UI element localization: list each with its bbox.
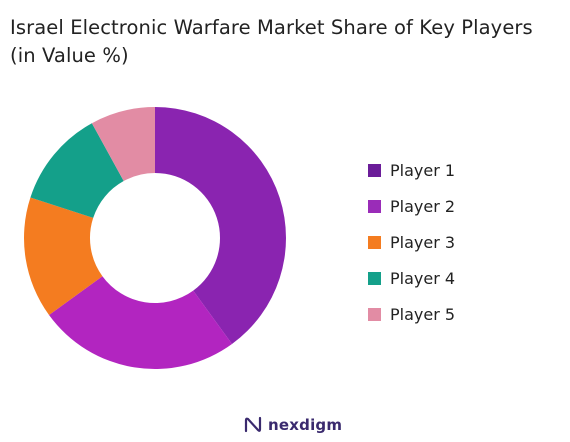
legend-label: Player 4	[390, 268, 456, 288]
logo-text: nexdigm	[268, 416, 343, 434]
chart-title-line-2: (in Value %)	[10, 44, 129, 67]
chart-title: Israel Electronic Warfare Market Share o…	[10, 14, 565, 70]
legend-label: Player 1	[390, 160, 456, 180]
legend-label: Player 3	[390, 232, 456, 252]
legend-swatch	[368, 199, 381, 213]
legend-swatch	[368, 271, 381, 285]
legend-item-1: Player 1	[368, 152, 455, 188]
legend-swatch	[368, 163, 381, 177]
legend-item-2: Player 2	[368, 188, 455, 224]
legend-swatch	[368, 307, 381, 321]
donut-slice-5	[91, 107, 155, 182]
nexdigm-logo: nexdigm	[244, 416, 342, 434]
donut-slice-4	[30, 123, 124, 218]
legend-item-5: Player 5	[368, 296, 455, 332]
chart-legend: Player 1 Player 2 Player 3 Player 4 Player 5	[368, 152, 455, 332]
legend-item-3: Player 3	[368, 224, 455, 260]
donut-slice-2	[49, 276, 232, 369]
donut-slice-1	[155, 107, 286, 344]
legend-label: Player 2	[390, 196, 456, 216]
chart-title-line-1: Israel Electronic Warfare Market Share o…	[10, 16, 533, 39]
nexdigm-logo-icon	[244, 416, 262, 433]
donut-slice-3	[23, 197, 103, 315]
legend-item-4: Player 4	[368, 260, 455, 296]
legend-label: Player 5	[390, 304, 456, 324]
legend-swatch	[368, 235, 381, 249]
